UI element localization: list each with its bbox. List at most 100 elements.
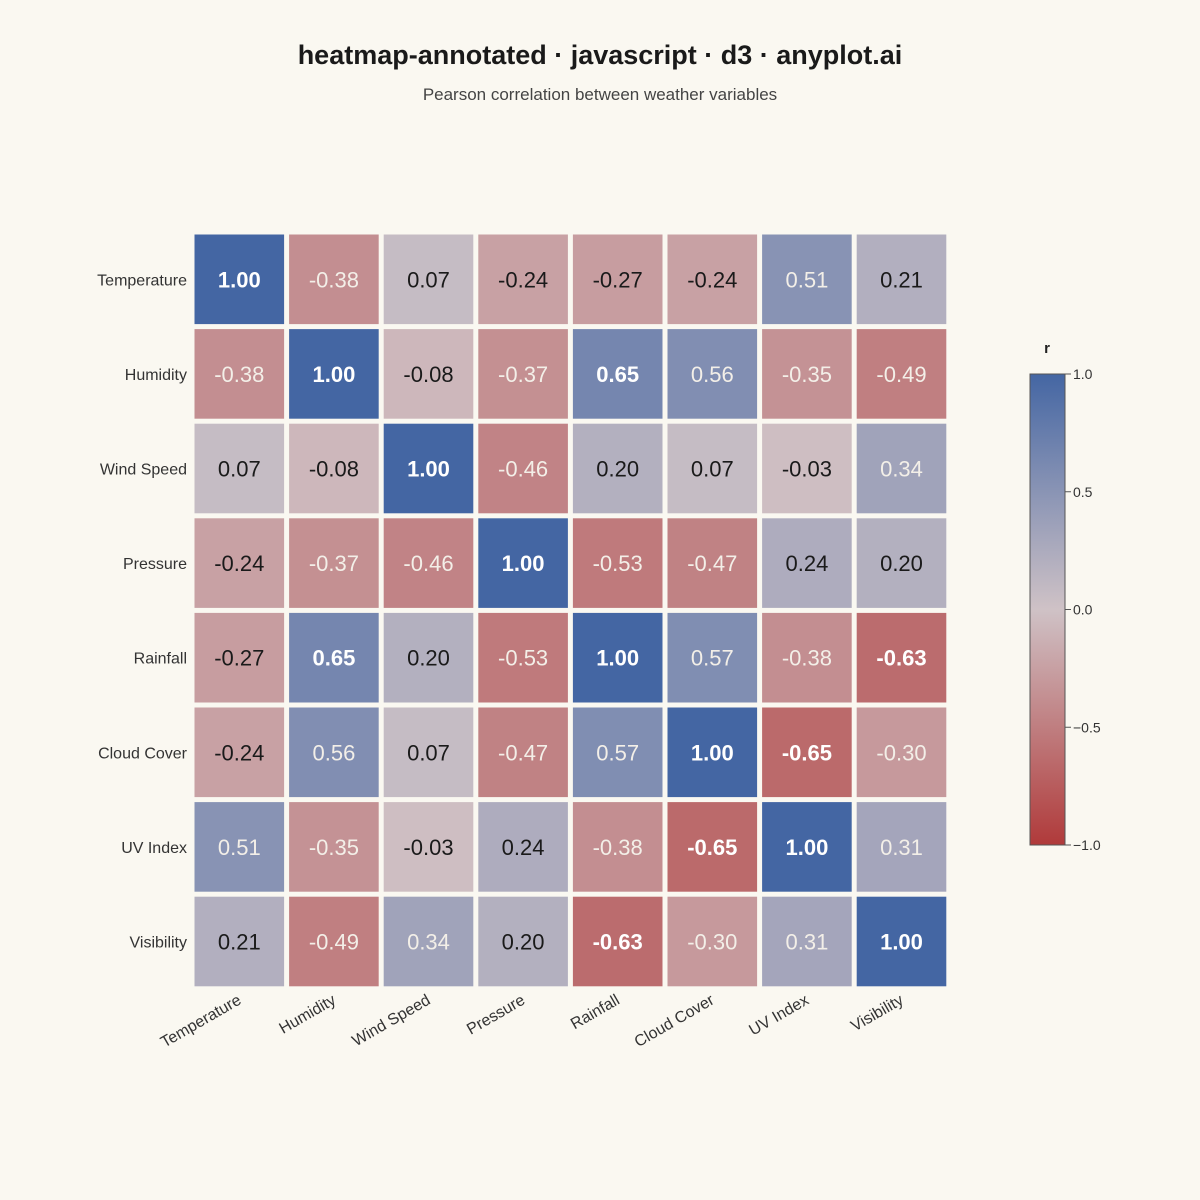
heatmap-cell [762, 802, 852, 892]
column-label: Humidity [277, 992, 339, 1038]
cell-value-label: 0.65 [596, 362, 639, 387]
cell-value-label: 0.24 [502, 835, 545, 860]
heatmap-cell [856, 896, 947, 987]
heatmap-cell [667, 802, 758, 892]
cell-value-label: 0.56 [691, 362, 734, 387]
cell-value-label: -0.03 [782, 457, 832, 482]
cell-value-label: 0.56 [312, 740, 355, 765]
cell-value-label: 0.57 [596, 740, 639, 765]
heatmap-cell [762, 896, 852, 987]
cell-value-label: -0.38 [214, 362, 264, 387]
heatmap-cell [478, 423, 568, 514]
heatmap-cell [289, 896, 379, 987]
heatmap-cell [383, 896, 474, 987]
column-label: Wind Speed [350, 992, 434, 1050]
cell-value-label: 0.57 [691, 646, 734, 671]
heatmap-cell [572, 612, 663, 703]
heatmap-cell [572, 707, 663, 798]
heatmap-cell [194, 896, 285, 987]
cell-value-label: 0.21 [880, 267, 923, 292]
heatmap-cell [289, 802, 379, 892]
cell-value-label: 0.20 [407, 646, 450, 671]
cell-value-label: 1.00 [502, 551, 545, 576]
heatmap-cell [478, 612, 568, 703]
cell-value-label: 1.00 [407, 457, 450, 482]
heatmap-cell [383, 612, 474, 703]
cell-value-label: -0.37 [498, 362, 548, 387]
cell-value-label: 0.07 [407, 740, 450, 765]
cell-value-label: -0.30 [687, 930, 737, 955]
cell-value-label: -0.47 [687, 551, 737, 576]
row-label: Rainfall [134, 651, 187, 668]
heatmap-cell [856, 707, 947, 798]
heatmap-cell [667, 234, 758, 325]
cell-value-label: 0.20 [502, 930, 545, 955]
cell-value-label: -0.49 [309, 930, 359, 955]
row-label: Pressure [123, 556, 187, 573]
heatmap-cell [478, 518, 568, 608]
heatmap-cell [762, 329, 852, 419]
cell-value-label: -0.63 [593, 930, 643, 955]
heatmap-cell [289, 518, 379, 608]
cell-value-label: -0.49 [876, 362, 926, 387]
cell-value-label: -0.63 [876, 646, 926, 671]
cell-value-label: -0.03 [403, 835, 453, 860]
heatmap-cell [478, 896, 568, 987]
heatmap-cell [762, 423, 852, 514]
cell-value-label: -0.65 [782, 740, 832, 765]
cell-value-label: -0.65 [687, 835, 737, 860]
heatmap-cell [572, 518, 663, 608]
heatmap-cell [856, 802, 947, 892]
heatmap-cell [194, 802, 285, 892]
heatmap-cell [572, 896, 663, 987]
row-label: Visibility [130, 935, 188, 952]
heatmap-cell [667, 518, 758, 608]
heatmap-cell [383, 234, 474, 325]
legend-tick-label: 0.5 [1073, 484, 1093, 500]
heatmap-cell [194, 612, 285, 703]
cell-value-label: -0.24 [498, 267, 548, 292]
cell-value-label: 1.00 [312, 362, 355, 387]
heatmap-cell [478, 802, 568, 892]
cell-value-label: 0.21 [218, 930, 261, 955]
cell-value-label: 0.07 [218, 457, 261, 482]
cell-value-label: -0.35 [782, 362, 832, 387]
row-labels: Temperature Humidity Wind Speed Pressure Rai… [97, 272, 187, 951]
cell-value-label: 0.31 [880, 835, 923, 860]
row-label: Cloud Cover [98, 745, 188, 762]
heatmap-cell [667, 329, 758, 419]
cell-value-label: -0.46 [498, 457, 548, 482]
cell-value-label: -0.30 [876, 740, 926, 765]
heatmap-cell [856, 423, 947, 514]
cell-value-label: 1.00 [880, 930, 923, 955]
heatmap-cell [572, 234, 663, 325]
chart-subtitle: Pearson correlation between weather vari… [423, 85, 777, 104]
heatmap-cell [289, 234, 379, 325]
cell-value-label: -0.38 [782, 646, 832, 671]
cell-value-label: 1.00 [596, 646, 639, 671]
cell-value-label: -0.38 [309, 267, 359, 292]
cell-value-label: 0.20 [596, 457, 639, 482]
heatmap-cell [667, 612, 758, 703]
heatmap-cell [572, 802, 663, 892]
heatmap-cell [194, 707, 285, 798]
cell-value-label: 0.24 [785, 551, 828, 576]
chart-title: heatmap-annotated · javascript · d3 · an… [298, 40, 903, 70]
column-label: Rainfall [568, 992, 623, 1033]
heatmap-cell [762, 234, 852, 325]
heatmap-cell [194, 423, 285, 514]
legend-title: r [1044, 340, 1050, 357]
column-label: Cloud Cover [632, 991, 718, 1051]
cell-value-label: -0.35 [309, 835, 359, 860]
cell-value-label: 0.31 [785, 930, 828, 955]
heatmap-cell [289, 329, 379, 419]
cell-value-label: 0.34 [880, 457, 923, 482]
heatmap-cell [194, 234, 285, 325]
heatmap-cell [383, 518, 474, 608]
heatmap-cell [667, 423, 758, 514]
heatmap-cell [762, 518, 852, 608]
heatmap-cell [194, 518, 285, 608]
heatmap-cell [856, 329, 947, 419]
column-label: UV Index [746, 992, 811, 1040]
